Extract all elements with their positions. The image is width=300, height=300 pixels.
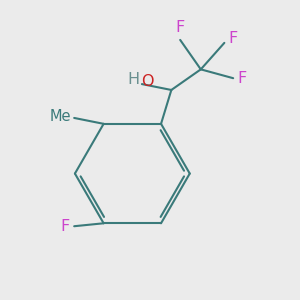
- Text: F: F: [176, 20, 185, 34]
- Text: H: H: [127, 72, 139, 87]
- Text: F: F: [61, 219, 70, 234]
- Text: Me: Me: [50, 109, 71, 124]
- Text: O: O: [141, 74, 154, 89]
- Text: F: F: [229, 31, 238, 46]
- Text: F: F: [238, 71, 247, 86]
